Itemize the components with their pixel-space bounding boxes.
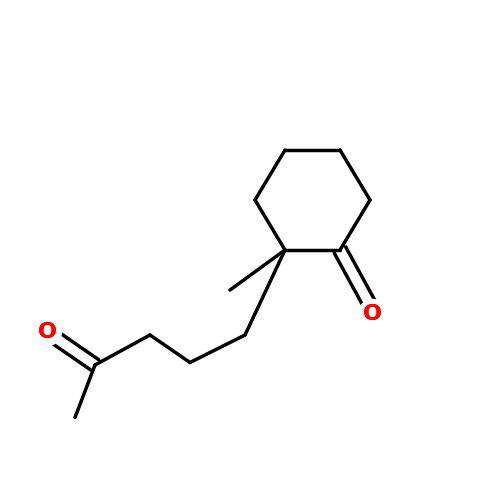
Circle shape (358, 300, 386, 328)
Text: O: O (38, 322, 57, 342)
Text: O: O (38, 322, 57, 342)
Text: O: O (363, 304, 382, 324)
Text: O: O (363, 304, 382, 324)
Circle shape (34, 318, 62, 345)
